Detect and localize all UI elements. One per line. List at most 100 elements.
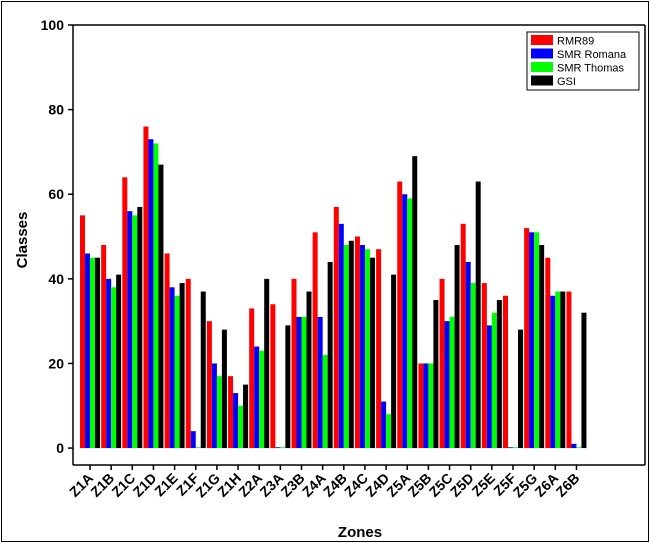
bar-z4d-smr-romana [381,401,387,449]
bar-z5f-smr-romana [508,447,513,449]
bar-z1a-gsi [95,257,100,449]
y-tick-label: 60 [48,186,64,202]
bar-z1c-gsi [137,206,143,449]
bar-z5g-smr-thomas [534,232,540,449]
bar-z5c-smr-thomas [449,316,455,449]
bar-z5a-smr-romana [402,194,408,449]
bar-z5d-smr-romana [465,261,471,449]
bar-z1d-smr-romana [148,139,154,449]
bar-z3a-smr-romana [275,447,281,449]
bar-z5a-rmr89 [397,181,403,449]
bar-z1e-smr-thomas [174,295,180,449]
bar-z5b-smr-romana [423,363,429,449]
bar-z6a-smr-romana [550,295,556,449]
bar-z1e-smr-romana [169,287,175,449]
bar-z6b-smr-thomas [576,447,582,449]
bar-z1h-smr-romana [233,393,239,449]
bar-z1d-gsi [158,164,164,449]
bar-z3a-rmr89 [270,304,276,449]
bar-z1c-smr-thomas [132,215,138,449]
bar-z1b-rmr89 [101,245,107,449]
bar-z4c-gsi [369,257,375,449]
bar-z1f-smr-thomas [195,447,201,449]
bar-z5c-rmr89 [439,278,445,449]
bar-z1a-smr-romana [85,253,90,449]
legend-label: SMR Romana [557,49,627,61]
bar-z2a-rmr89 [249,308,255,449]
y-tick-label: 20 [48,355,64,371]
bar-z1g-smr-romana [211,363,217,449]
bar-z5d-smr-thomas [470,283,476,449]
bar-z5b-gsi [433,300,439,449]
bar-z5e-smr-romana [486,325,492,449]
bar-z4b-smr-romana [338,223,344,449]
bar-z4c-rmr89 [354,236,360,449]
bar-z1b-gsi [116,274,122,449]
legend-label: GSI [557,76,576,88]
bar-z5e-smr-thomas [491,312,497,449]
bar-z1e-gsi [179,283,185,449]
bar-z5c-gsi [454,245,460,449]
bar-z5f-rmr89 [503,295,508,449]
bar-z1d-smr-thomas [153,143,159,449]
legend-swatch [531,62,553,72]
y-tick-label: 100 [41,17,65,33]
bar-z5e-gsi [496,300,502,449]
bar-z6a-rmr89 [545,257,551,449]
bar-z5g-rmr89 [524,228,530,449]
axes-layer [72,24,646,466]
bar-z4a-rmr89 [312,232,318,449]
bar-z3a-gsi [285,325,291,449]
x-tick-label: Z6B [553,470,583,500]
bar-z1c-rmr89 [122,177,128,449]
bar-z6b-smr-romana [571,443,577,449]
bar-z1h-rmr89 [228,376,234,449]
bar-z4b-gsi [348,240,354,449]
bar-z4c-smr-thomas [364,249,370,449]
bar-z1a-smr-thomas [90,257,95,449]
bar-z5e-rmr89 [481,283,487,449]
bar-z2a-smr-romana [254,346,260,449]
bar-z4b-smr-thomas [343,245,349,449]
bar-z1d-rmr89 [143,126,149,449]
bar-z2a-gsi [264,278,270,449]
bar-z4d-gsi [391,274,397,449]
bar-z4a-smr-thomas [322,355,328,449]
y-axis-title: Classes [14,212,31,269]
bar-z5d-rmr89 [460,223,466,449]
bar-z3b-rmr89 [291,278,297,449]
x-axis-title: Zones [338,524,382,541]
bar-z5d-gsi [475,181,481,449]
legend-swatch [531,75,553,86]
legend-label: SMR Thomas [557,63,625,75]
bar-z4b-rmr89 [333,206,339,449]
bar-z6a-smr-thomas [555,291,561,449]
bar-z1g-rmr89 [206,321,212,449]
bar-z4a-smr-romana [317,316,323,449]
bars-layer [80,126,587,449]
bar-z1a-rmr89 [80,215,85,449]
bar-z5f-gsi [518,329,523,449]
bar-z3b-gsi [306,291,312,449]
bar-z3a-smr-thomas [280,447,286,449]
bar-z6a-gsi [560,291,566,449]
bar-z2a-smr-thomas [259,350,265,449]
bar-z1h-gsi [243,384,249,449]
legend-swatch [531,35,553,45]
bar-z4d-smr-thomas [386,414,392,449]
bar-z1b-smr-thomas [111,287,117,449]
bar-z1e-rmr89 [164,253,170,449]
bar-z1g-smr-thomas [216,376,222,449]
bar-z1b-smr-romana [106,278,112,449]
y-tick-label: 0 [56,440,64,456]
bar-z4d-rmr89 [376,249,382,449]
bar-z5a-smr-thomas [407,198,413,449]
bar-z5g-smr-romana [529,232,535,449]
bar-z4a-gsi [327,261,333,449]
bar-z1f-rmr89 [185,278,191,449]
y-tick-label: 40 [48,271,64,287]
